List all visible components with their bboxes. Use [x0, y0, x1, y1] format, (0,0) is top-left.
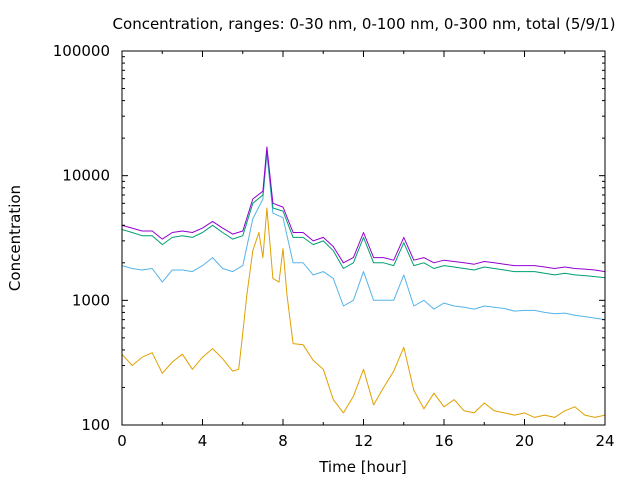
x-axis-label: Time [hour]	[318, 458, 407, 476]
x-tick-label: 16	[434, 432, 453, 450]
x-tick-label: 24	[595, 432, 614, 450]
y-tick-label: 1000	[72, 291, 110, 309]
x-tick-label: 8	[278, 432, 288, 450]
series-line-3	[122, 149, 605, 279]
x-tick-label: 12	[354, 432, 373, 450]
y-tick-label: 100000	[53, 42, 110, 60]
x-axis: 0 4 8 12 16 20 24	[117, 51, 615, 450]
series-line-2	[122, 153, 605, 321]
x-tick-label: 4	[198, 432, 208, 450]
x-tick-label: 20	[515, 432, 534, 450]
y-tick-label: 100	[81, 416, 110, 434]
series-layer	[122, 146, 605, 418]
y-tick-label: 10000	[62, 167, 110, 185]
y-axis: 100 1000 10000 100000	[53, 42, 605, 434]
x-tick-label: 0	[117, 432, 127, 450]
series-line-4	[122, 146, 605, 273]
chart-title: Concentration, ranges: 0-30 nm, 0-100 nm…	[113, 15, 616, 33]
y-axis-label: Concentration	[6, 185, 24, 291]
series-line-1	[122, 207, 605, 418]
